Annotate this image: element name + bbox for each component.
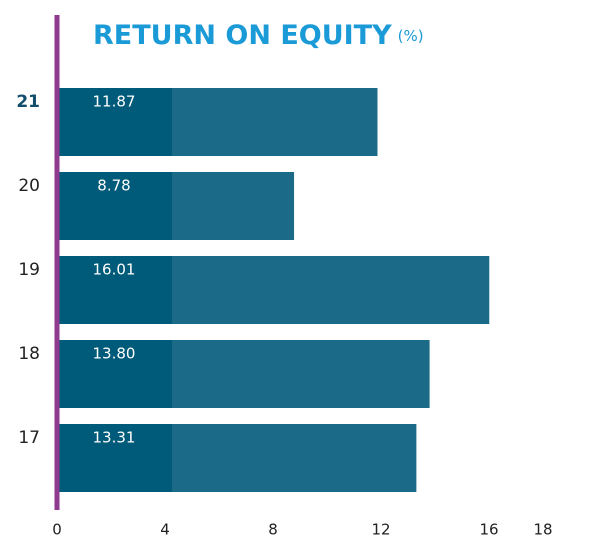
bar-accent [57, 172, 172, 240]
x-tick-label: 12 [371, 521, 390, 539]
unit-label: (%) [398, 27, 424, 45]
y-tick-label: 18 [18, 344, 40, 364]
x-tick-label: 16 [479, 521, 498, 539]
y-tick-label: 17 [18, 428, 40, 448]
y-tick-label: 21 [16, 92, 40, 112]
x-tick-label: 18 [533, 521, 552, 539]
bar-accent [57, 88, 172, 156]
value-label: 16.01 [93, 261, 136, 279]
bar-accent [57, 256, 172, 324]
value-label: 13.31 [93, 429, 136, 447]
x-tick-label: 4 [160, 521, 170, 539]
value-label: 13.80 [93, 345, 136, 363]
x-tick-label: 0 [52, 521, 62, 539]
x-tick-label: 8 [268, 521, 278, 539]
value-label: 8.78 [97, 177, 130, 195]
value-label: 11.87 [93, 93, 136, 111]
title-text: RETURN ON EQUITY [93, 20, 392, 51]
y-tick-label: 19 [18, 260, 40, 280]
bar-accent [57, 340, 172, 408]
y-tick-label: 20 [18, 176, 40, 196]
chart-title: RETURN ON EQUITY (%) [93, 20, 424, 51]
bar-accent [57, 424, 172, 492]
